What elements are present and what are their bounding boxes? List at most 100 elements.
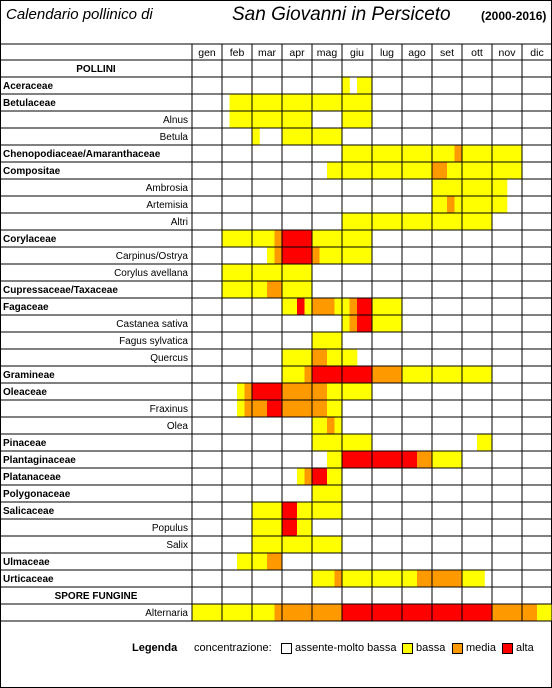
cell-alternaria-28	[402, 604, 410, 621]
cell-gramineae-25	[379, 366, 388, 383]
month-label-mar: mar	[258, 47, 277, 59]
cell-alternaria-40	[492, 604, 500, 621]
cell-urticaceae-18	[327, 570, 335, 587]
cell-urticaceae-22	[357, 570, 365, 587]
cell-compositae-42	[507, 162, 515, 179]
legend-title: Legenda	[132, 642, 178, 654]
cell-betulaceae-6	[237, 94, 245, 111]
cell-altri-26	[387, 213, 395, 230]
cell-ulmaceae-8	[252, 553, 260, 570]
cell-compositae-41	[499, 162, 508, 179]
cell-polygonaceae-17	[319, 485, 328, 502]
cell-alternaria-12	[282, 604, 290, 621]
month-label-lug: lug	[380, 47, 394, 59]
cell-fraxinus-6	[237, 400, 245, 417]
cell-pinaceae-16	[312, 434, 320, 451]
row-label-oleaceae: Oleaceae	[3, 387, 47, 398]
cell-oleaceae-10	[267, 383, 275, 400]
cell-altri-36	[462, 213, 470, 230]
cell-corylus-avellana-11	[274, 264, 283, 281]
cell-compositae-23	[364, 162, 373, 179]
cell-chenopodiaceae-amaranthaceae-38	[477, 145, 485, 162]
cell-chenopodiaceae-amaranthaceae-35	[454, 145, 463, 162]
cell-corylus-avellana-5	[229, 264, 238, 281]
cell-compositae-22	[357, 162, 365, 179]
cell-compositae-43	[514, 162, 523, 179]
cell-salicaceae-14	[297, 502, 305, 519]
cell-compositae-40	[492, 162, 500, 179]
cell-quercus-20	[342, 349, 350, 366]
cell-artemisia-39	[484, 196, 493, 213]
cell-alternaria-41	[499, 604, 508, 621]
cell-corylaceae-23	[364, 230, 373, 247]
cell-fraxinus-15	[304, 400, 313, 417]
cell-gramineae-30	[417, 366, 425, 383]
cell-cupressaceae-taxaceae-10	[267, 281, 275, 298]
cell-alternaria-2	[207, 604, 215, 621]
cell-corylaceae-4	[222, 230, 230, 247]
cell-cupressaceae-taxaceae-11	[274, 281, 283, 298]
legend-label-none: assente-molto bassa	[295, 642, 397, 654]
cell-pinaceae-39	[484, 434, 493, 451]
cell-corylus-avellana-4	[222, 264, 230, 281]
cell-pinaceae-21	[349, 434, 358, 451]
month-label-giu: giu	[350, 47, 364, 59]
cell-alternaria-8	[252, 604, 260, 621]
cell-platanaceae-19	[334, 468, 343, 485]
cell-gramineae-20	[342, 366, 350, 383]
row-label-plantaginaceae: Plantaginaceae	[3, 455, 76, 466]
cell-gramineae-31	[424, 366, 433, 383]
cell-salicaceae-9	[259, 502, 268, 519]
cell-betulaceae-18	[327, 94, 335, 111]
cell-fagus-sylvatica-18	[327, 332, 335, 349]
cell-gramineae-28	[402, 366, 410, 383]
cell-betulaceae-15	[304, 94, 313, 111]
cell-fagaceae-27	[394, 298, 403, 315]
cell-quercus-15	[304, 349, 313, 366]
row-label-alternaria: Alternaria	[145, 608, 188, 619]
cell-altri-32	[432, 213, 440, 230]
cell-alternaria-31	[424, 604, 433, 621]
cell-quercus-17	[319, 349, 328, 366]
cell-castanea-sativa-22	[357, 315, 365, 332]
cell-carpinus-ostrya-12	[282, 247, 290, 264]
row-label-spore-fungine: SPORE FUNGINE	[55, 591, 138, 602]
cell-altri-33	[439, 213, 448, 230]
cell-ambrosia-38	[477, 179, 485, 196]
row-label-corylus-avellana: Corylus avellana	[114, 268, 188, 279]
cell-corylaceae-17	[319, 230, 328, 247]
cell-fraxinus-19	[334, 400, 343, 417]
cell-alternaria-16	[312, 604, 320, 621]
cell-corylaceae-9	[259, 230, 268, 247]
cell-chenopodiaceae-amaranthaceae-33	[439, 145, 448, 162]
cell-salix-19	[334, 536, 343, 553]
cell-salix-9	[259, 536, 268, 553]
cell-gramineae-13	[289, 366, 298, 383]
cell-compositae-28	[402, 162, 410, 179]
cell-alternaria-25	[379, 604, 388, 621]
cell-oleaceae-17	[319, 383, 328, 400]
cell-betula-17	[319, 128, 328, 145]
cell-alternaria-36	[462, 604, 470, 621]
cell-chenopodiaceae-amaranthaceae-26	[387, 145, 395, 162]
cell-plantaginaceae-34	[447, 451, 455, 468]
cell-corylaceae-10	[267, 230, 275, 247]
cell-alternaria-3	[214, 604, 223, 621]
legend-concentration-label: concentrazione:	[194, 642, 272, 654]
cell-urticaceae-16	[312, 570, 320, 587]
cell-platanaceae-15	[304, 468, 313, 485]
cell-gramineae-39	[484, 366, 493, 383]
cell-salicaceae-10	[267, 502, 275, 519]
cell-salicaceae-18	[327, 502, 335, 519]
cell-chenopodiaceae-amaranthaceae-28	[402, 145, 410, 162]
cell-betula-16	[312, 128, 320, 145]
cell-alternaria-1	[199, 604, 208, 621]
cell-alternaria-39	[484, 604, 493, 621]
cell-ulmaceae-7	[244, 553, 253, 570]
row-label-pollini: POLLINI	[76, 64, 116, 75]
cell-altri-27	[394, 213, 403, 230]
cell-altri-39	[484, 213, 493, 230]
cell-alnus-11	[274, 111, 283, 128]
cell-compositae-39	[484, 162, 493, 179]
cell-artemisia-32	[432, 196, 440, 213]
